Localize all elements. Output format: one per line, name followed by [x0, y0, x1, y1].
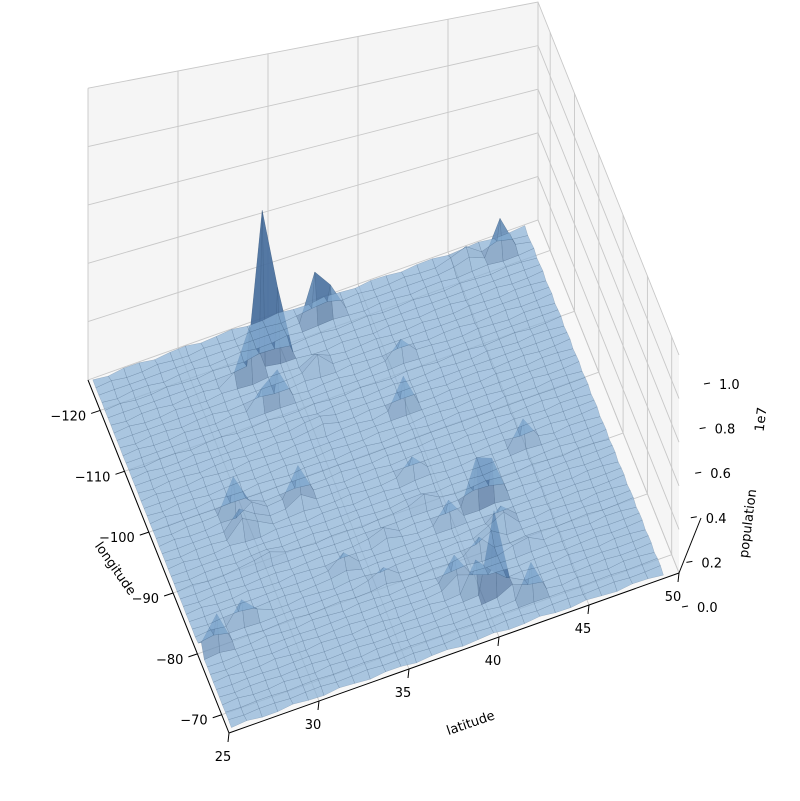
z-tick-label: 0.0: [697, 601, 718, 616]
z-axis-label: population: [737, 488, 760, 558]
y-axis-label: latitude: [445, 708, 497, 738]
x-tick-mark: [139, 531, 149, 536]
axis-ticks: −120 −110 −100 −90 −80 −70 25 30 35 40 45 50 0.0 0.2 0…: [50, 378, 739, 765]
y-tick-label: 45: [575, 622, 592, 637]
z-tick-mark: [699, 427, 706, 430]
z-tick-mark: [681, 605, 689, 608]
z-tick-label: 0.6: [710, 467, 731, 482]
z-grid-line: [87, 219, 680, 574]
x-tick-mark: [115, 470, 125, 475]
y-tick-label: 35: [395, 686, 412, 701]
x-tick-mark: [163, 592, 174, 597]
axis-lines: [87, 379, 702, 734]
y-tick-label: 40: [485, 654, 502, 669]
y-tick-label: 25: [215, 750, 232, 765]
z-tick-mark: [690, 516, 697, 519]
y-tick-mark: [677, 572, 680, 583]
x-axis-line: [87, 379, 230, 734]
z-tick-mark: [703, 382, 711, 385]
z-tick-mark: [695, 471, 702, 474]
x-tick-label: −90: [132, 592, 159, 607]
x-tick-label: −110: [75, 470, 111, 485]
side-pane: [538, 2, 679, 573]
y-tick-mark: [497, 636, 500, 647]
z-grid-line: [87, 88, 680, 443]
x-tick-label: −100: [99, 531, 135, 546]
x-tick-label: −70: [180, 714, 207, 729]
x-tick-label: −120: [50, 409, 86, 424]
z-offset-label: 1e7: [753, 406, 771, 432]
x-axis-label: longitude: [91, 540, 138, 599]
z-grid-line: [87, 45, 680, 399]
z-grid-line: [87, 132, 680, 486]
population-surface: [92, 210, 664, 728]
x-tick-label: −80: [156, 653, 183, 668]
z-grid-line: [87, 1, 680, 356]
surface-cell: [319, 414, 339, 425]
surface-cell: [92, 375, 112, 388]
y-tick-mark: [227, 732, 230, 743]
z-tick-label: 0.2: [701, 556, 722, 571]
y-tick-label: 30: [305, 718, 322, 733]
z-tick-mark: [686, 560, 693, 563]
z-tick-label: 0.8: [715, 423, 736, 438]
x-tick-mark: [212, 714, 222, 719]
x-tick-mark: [90, 409, 101, 414]
y-tick-mark: [317, 700, 320, 711]
y-tick-label: 50: [665, 590, 682, 605]
z-tick-label: 1.0: [719, 378, 740, 393]
z-tick-label: 0.4: [706, 512, 727, 527]
x-tick-mark: [188, 653, 198, 658]
z-axis-line: [678, 517, 702, 574]
y-tick-mark: [587, 604, 590, 615]
y-axis-line: [228, 572, 680, 734]
y-tick-mark: [407, 668, 410, 679]
z-grid-line: [87, 175, 680, 530]
